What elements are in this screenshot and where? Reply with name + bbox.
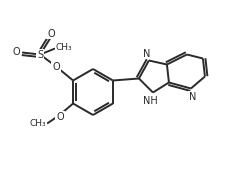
Text: CH₃: CH₃ xyxy=(56,43,72,52)
Text: NH: NH xyxy=(143,96,157,105)
Text: O: O xyxy=(47,28,55,39)
Text: CH₃: CH₃ xyxy=(30,119,46,128)
Text: O: O xyxy=(12,47,20,56)
Text: N: N xyxy=(189,91,197,102)
Text: N: N xyxy=(143,48,151,59)
Text: O: O xyxy=(52,62,60,71)
Text: S: S xyxy=(37,50,43,59)
Text: O: O xyxy=(56,111,64,122)
